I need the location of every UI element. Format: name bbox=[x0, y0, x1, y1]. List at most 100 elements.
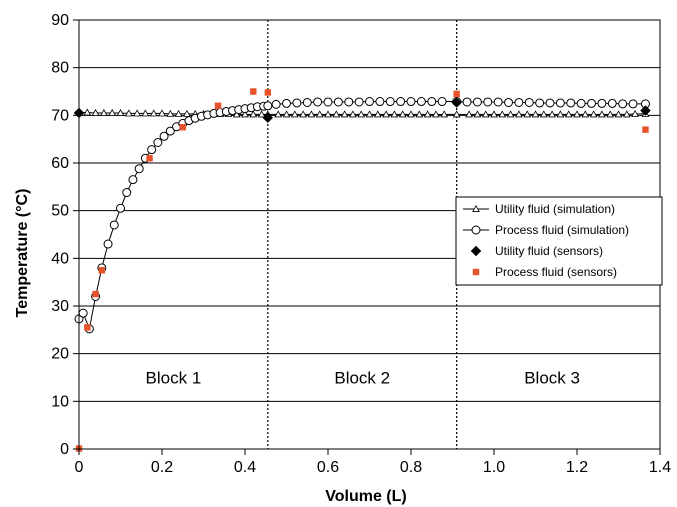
series-4-point-9 bbox=[453, 90, 460, 98]
series-1-point-52 bbox=[515, 110, 523, 118]
series-1-point-26 bbox=[290, 110, 299, 118]
series-2-point-50 bbox=[462, 97, 472, 107]
y-tick-label-2: 20 bbox=[51, 346, 69, 363]
legend-marker-2 bbox=[471, 225, 481, 235]
y-tick-label-5: 50 bbox=[51, 203, 69, 220]
series-2-point-51 bbox=[472, 97, 482, 107]
series-1-point-37 bbox=[382, 110, 390, 118]
series-1-point-40 bbox=[407, 110, 415, 118]
tick-labels: 0 10 20 30 40 50 60 70 80 90 0 0.2 0.4 0.6 0.8 1.0 1.2 1.… bbox=[51, 12, 671, 476]
series-1-point-36 bbox=[373, 110, 382, 118]
series-3-point-1 bbox=[262, 112, 274, 124]
series-1-point-21 bbox=[249, 110, 258, 118]
series-2-point-9 bbox=[128, 175, 138, 185]
series-2-point-60 bbox=[566, 98, 576, 108]
series-2-point-31 bbox=[263, 101, 273, 111]
legend-label-4: Process fluid (sensors) bbox=[495, 265, 617, 279]
series-2 bbox=[74, 97, 650, 334]
series-2-point-58 bbox=[545, 98, 555, 108]
y-tick-label-4: 40 bbox=[51, 250, 69, 267]
series-2-point-61 bbox=[576, 98, 586, 108]
legend-marker-1 bbox=[472, 204, 480, 212]
series-2-point-46 bbox=[416, 97, 426, 107]
x-tick-label-6: 1.2 bbox=[566, 459, 588, 476]
series-2-point-32 bbox=[271, 99, 281, 109]
block-boundaries bbox=[267, 20, 458, 449]
series-1-point-12 bbox=[174, 109, 183, 117]
series-1-point-41 bbox=[415, 110, 424, 118]
series-1-point-34 bbox=[357, 110, 366, 118]
series-2-point-40 bbox=[354, 97, 364, 107]
y-tick-label-1: 10 bbox=[51, 393, 69, 410]
series-1-point-3 bbox=[100, 108, 108, 116]
series-3-point-3 bbox=[640, 105, 651, 116]
series-2-point-59 bbox=[555, 98, 565, 108]
series-1-point-56 bbox=[548, 110, 556, 118]
series-4-point-7 bbox=[250, 88, 257, 95]
series-1-point-39 bbox=[398, 110, 407, 118]
legend-marker-3 bbox=[470, 245, 482, 257]
series-2-point-1 bbox=[78, 308, 88, 318]
block-label-2: Block 2 bbox=[334, 369, 390, 388]
legend-label-3: Utility fluid (sensors) bbox=[495, 244, 603, 258]
series-1-point-55 bbox=[539, 110, 548, 118]
legend-item-3: Utility fluid (sensors) bbox=[470, 244, 603, 258]
series-1-point-46 bbox=[465, 110, 473, 118]
series-1-point-28 bbox=[307, 110, 316, 118]
x-tick-label-2: 0.4 bbox=[234, 459, 256, 476]
series-2-point-54 bbox=[504, 97, 514, 107]
series-4-point-10 bbox=[642, 126, 649, 133]
series-1-point-38 bbox=[390, 110, 399, 118]
series-1-point-66 bbox=[631, 109, 639, 117]
series-1-point-8 bbox=[141, 109, 150, 117]
series-2-point-42 bbox=[375, 97, 385, 107]
legend-box bbox=[455, 196, 663, 286]
y-tick-label-9: 90 bbox=[51, 12, 69, 29]
series-1-point-24 bbox=[274, 110, 283, 118]
series-2-point-64 bbox=[607, 98, 617, 108]
series-1-point-63 bbox=[606, 110, 615, 118]
legend-item-2: Process fluid (simulation) bbox=[463, 223, 629, 237]
block-label-3: Block 3 bbox=[524, 369, 580, 388]
x-tick-label-4: 0.8 bbox=[400, 459, 422, 476]
series-4-point-1 bbox=[84, 324, 91, 331]
series-1-point-11 bbox=[166, 109, 175, 117]
y-tick-label-7: 70 bbox=[51, 107, 69, 124]
series-1-point-50 bbox=[498, 110, 507, 118]
series-2-point-8 bbox=[122, 188, 132, 198]
series-2-point-34 bbox=[292, 98, 302, 108]
series-1-point-54 bbox=[531, 110, 540, 118]
series-2-point-63 bbox=[597, 98, 607, 108]
series-4-point-3 bbox=[98, 267, 106, 274]
legend: Utility fluid (simulation) Process fluid … bbox=[455, 196, 663, 286]
series-1-point-31 bbox=[332, 110, 341, 118]
series-3-point-2 bbox=[451, 97, 463, 108]
series-2-point-13 bbox=[153, 138, 163, 148]
series-4-point-6 bbox=[214, 102, 222, 109]
series-1-point-6 bbox=[124, 109, 133, 117]
series-2-point-38 bbox=[333, 97, 343, 107]
x-tick-label-1: 0.2 bbox=[151, 459, 173, 476]
y-axis-title: Temperature (°C) bbox=[14, 189, 31, 318]
series-1-point-42 bbox=[423, 110, 432, 118]
series-1-point-30 bbox=[324, 110, 332, 118]
series-1-point-20 bbox=[241, 110, 249, 118]
legend-label-1: Utility fluid (simulation) bbox=[495, 202, 615, 216]
y-tick-label-0: 0 bbox=[60, 441, 69, 458]
x-axis-title: Volume (L) bbox=[325, 488, 406, 505]
series-1-point-58 bbox=[564, 110, 573, 118]
series-1-point-32 bbox=[340, 110, 349, 118]
series-1-point-59 bbox=[573, 110, 581, 118]
series-1-point-1 bbox=[83, 108, 92, 116]
legend-item-1: Utility fluid (simulation) bbox=[463, 202, 615, 216]
block-labels: Block 1 Block 2 Block 3 bbox=[146, 369, 580, 388]
series-4-point-8 bbox=[264, 89, 272, 96]
series-2-point-6 bbox=[109, 220, 119, 230]
series-2-point-37 bbox=[323, 97, 333, 107]
series-2-point-56 bbox=[524, 97, 534, 107]
series-2-point-35 bbox=[302, 97, 312, 107]
series-2-point-53 bbox=[493, 97, 503, 107]
series-1-point-57 bbox=[556, 110, 565, 118]
series-1-point-45 bbox=[452, 110, 461, 118]
series-1-point-25 bbox=[282, 110, 291, 118]
